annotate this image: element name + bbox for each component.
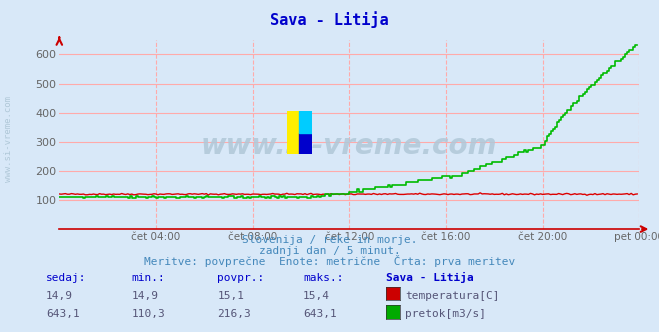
Text: 643,1: 643,1 bbox=[303, 309, 337, 319]
Text: www.si-vreme.com: www.si-vreme.com bbox=[4, 96, 13, 183]
Text: Sava - Litija: Sava - Litija bbox=[270, 12, 389, 29]
Text: 14,9: 14,9 bbox=[46, 291, 73, 301]
Text: 15,4: 15,4 bbox=[303, 291, 330, 301]
Text: Sava - Litija: Sava - Litija bbox=[386, 272, 473, 283]
Bar bbox=[299, 111, 312, 133]
Text: 216,3: 216,3 bbox=[217, 309, 251, 319]
Text: min.:: min.: bbox=[132, 273, 165, 283]
Text: 15,1: 15,1 bbox=[217, 291, 244, 301]
Text: maks.:: maks.: bbox=[303, 273, 343, 283]
Text: zadnji dan / 5 minut.: zadnji dan / 5 minut. bbox=[258, 246, 401, 256]
Bar bbox=[299, 133, 312, 154]
Text: 14,9: 14,9 bbox=[132, 291, 159, 301]
Text: pretok[m3/s]: pretok[m3/s] bbox=[405, 309, 486, 319]
Text: temperatura[C]: temperatura[C] bbox=[405, 291, 500, 301]
Text: 110,3: 110,3 bbox=[132, 309, 165, 319]
Text: Slovenija / reke in morje.: Slovenija / reke in morje. bbox=[242, 235, 417, 245]
Text: Meritve: povprečne  Enote: metrične  Črta: prva meritev: Meritve: povprečne Enote: metrične Črta:… bbox=[144, 255, 515, 267]
Text: 643,1: 643,1 bbox=[46, 309, 80, 319]
Text: sedaj:: sedaj: bbox=[46, 273, 86, 283]
Text: povpr.:: povpr.: bbox=[217, 273, 265, 283]
Text: www.si-vreme.com: www.si-vreme.com bbox=[201, 132, 498, 160]
Bar bbox=[287, 111, 299, 154]
